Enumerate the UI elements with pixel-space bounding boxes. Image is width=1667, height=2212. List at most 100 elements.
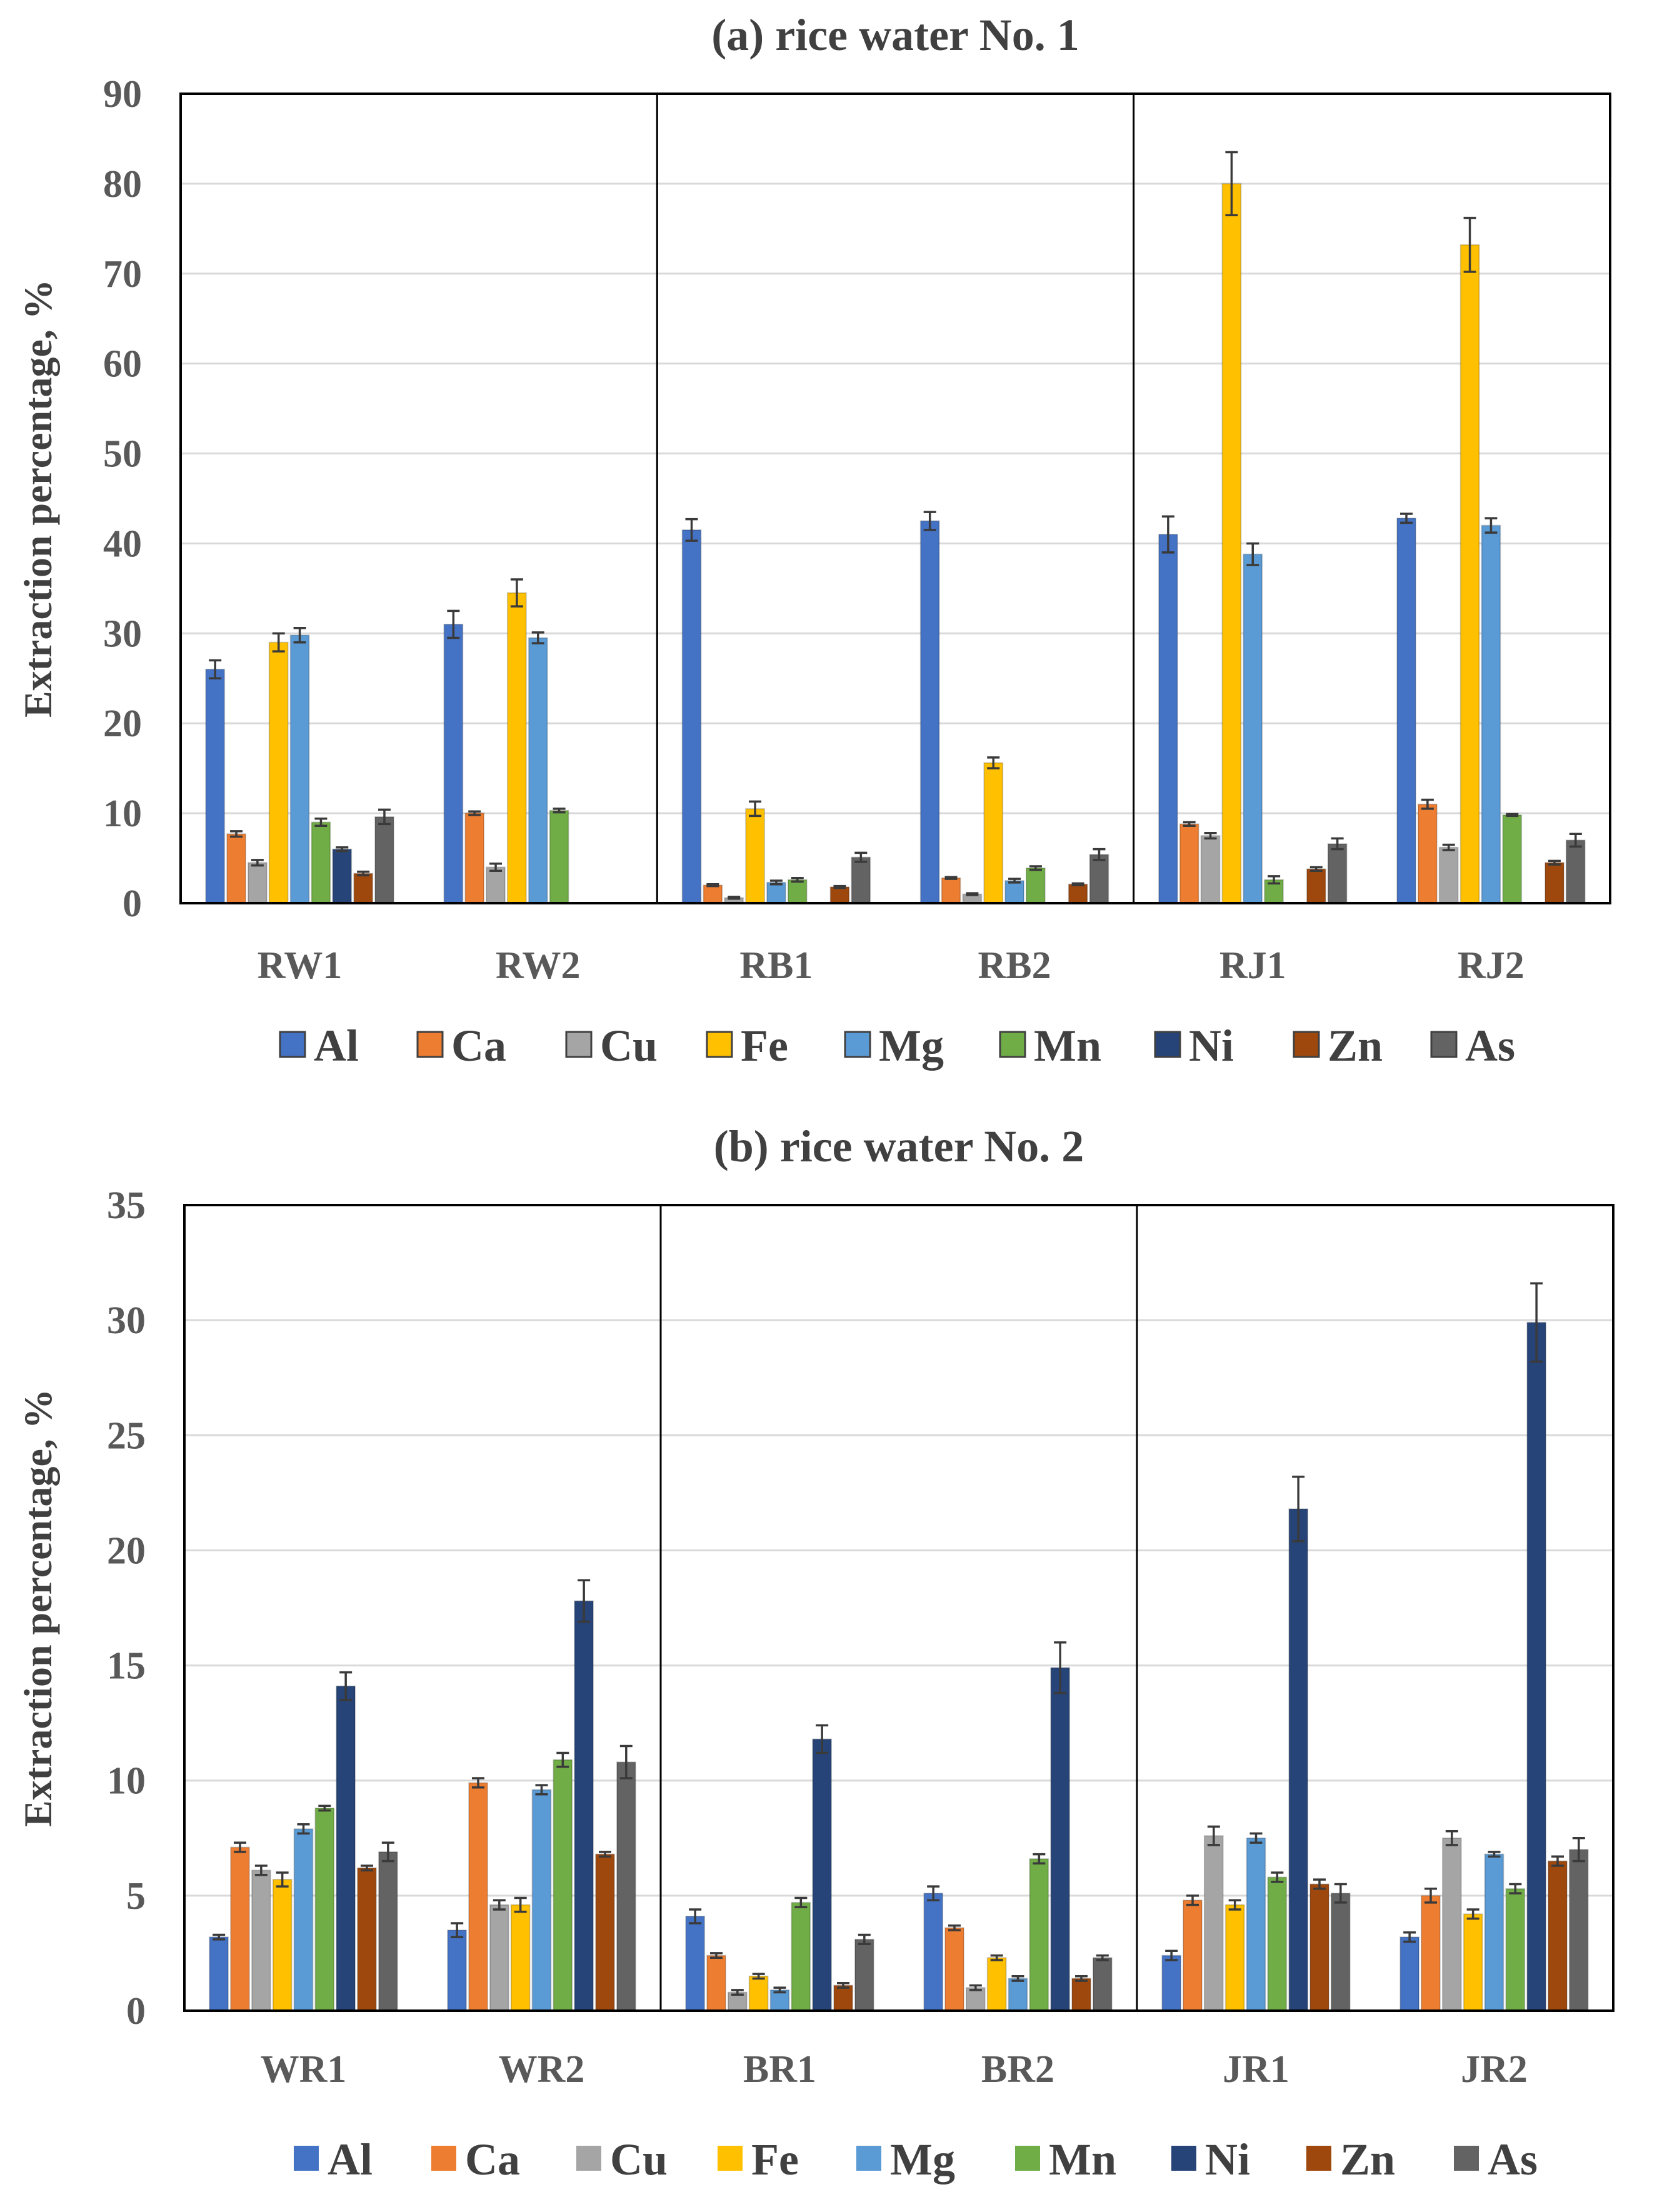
error-bar-ca-wr2	[472, 1777, 485, 1789]
y-axis-label: Extraction percentage, %	[16, 1389, 60, 1827]
legend-label: Mg	[879, 1021, 944, 1071]
error-bar-mg-br2	[1011, 1975, 1024, 1982]
bar-zn-wr1	[357, 1867, 377, 2011]
error-bar-as-rb1	[854, 851, 868, 863]
legend-label: As	[1465, 1021, 1515, 1071]
error-bar-al-br1	[689, 1908, 702, 1924]
error-bar-as-br2	[1096, 1954, 1109, 1961]
bar-as-wr2	[616, 1761, 636, 2012]
y-tick-label: 10	[103, 793, 142, 835]
bar-mg-jr1	[1246, 1837, 1266, 2011]
chart-title: (b) rice water No. 2	[714, 1121, 1084, 1171]
legend-item-cu: Cu	[576, 2134, 668, 2184]
x-tick-label: JR2	[1461, 2048, 1528, 2091]
legend-label: Cu	[600, 1021, 658, 1071]
legend-label: Ni	[1189, 1021, 1234, 1071]
error-bar-zn-rj2	[1548, 859, 1561, 866]
x-tick-label: RW2	[496, 944, 581, 987]
bar-cu-rw2	[486, 866, 506, 904]
bar-mg-rj1	[1243, 553, 1263, 904]
error-bar-mn-rj2	[1506, 813, 1519, 818]
legend-item-mg: Mg	[856, 2134, 955, 2184]
bar-al-rb2	[919, 520, 940, 904]
bar-ca-jr1	[1183, 1899, 1203, 2012]
legend-swatch	[1293, 1031, 1320, 1058]
y-tick-label: 50	[103, 433, 142, 476]
error-bar-as-rj1	[1331, 837, 1344, 851]
y-tick-label: 0	[123, 883, 142, 925]
error-bar-mn-rj1	[1268, 875, 1281, 885]
error-bar-mn-jr2	[1509, 1883, 1522, 1894]
legend-swatch	[999, 1031, 1026, 1058]
bar-as-br2	[1092, 1957, 1113, 2011]
legend-label: Mn	[1034, 1021, 1101, 1071]
bar-mg-br2	[1008, 1978, 1028, 2011]
error-bar-cu-br2	[969, 1984, 982, 1991]
error-bar-zn-rw1	[357, 870, 370, 877]
legend-item-mg: Mg	[844, 1021, 944, 1071]
legend-item-as: As	[1454, 2134, 1538, 2184]
error-bar-cu-rb1	[728, 896, 741, 900]
error-bar-zn-rj1	[1309, 866, 1323, 872]
y-tick-label: 35	[107, 1184, 146, 1227]
bar-as-wr1	[378, 1851, 398, 2011]
error-bar-mg-rw1	[293, 626, 306, 644]
y-axis-label: Extraction percentage, %	[16, 279, 60, 718]
y-tick-label: 90	[103, 73, 142, 116]
error-bar-mg-rb1	[769, 879, 783, 886]
bar-mn-jr1	[1267, 1876, 1288, 2011]
error-bar-cu-rj1	[1204, 832, 1217, 840]
bar-as-jr1	[1330, 1893, 1351, 2012]
x-tick-label: WR1	[261, 2048, 347, 2091]
legend-item-ca: Ca	[431, 2134, 520, 2184]
chart-b: (b) rice water No. 2 Extraction percentag…	[16, 1121, 1614, 2184]
legend-item-mn: Mn	[999, 1021, 1101, 1071]
error-bar-mg-wr2	[535, 1784, 548, 1796]
error-bar-mg-br1	[773, 1986, 786, 1994]
legend-swatch	[565, 1031, 593, 1058]
error-bar-as-jr1	[1334, 1883, 1347, 1904]
error-bar-ca-br1	[710, 1952, 723, 1959]
error-bar-cu-wr1	[254, 1864, 268, 1876]
legend-swatch	[844, 1031, 871, 1058]
bar-ni-wr2	[574, 1600, 594, 2011]
bar-ni-br2	[1050, 1667, 1071, 2012]
error-bar-fe-jr1	[1228, 1899, 1241, 1911]
error-bar-mg-rb2	[1008, 878, 1021, 884]
error-bar-as-br1	[858, 1933, 871, 1945]
error-bar-ca-rj2	[1421, 798, 1434, 810]
error-bar-fe-wr1	[276, 1871, 289, 1888]
error-bar-as-rj2	[1569, 833, 1582, 848]
bar-mg-rw2	[528, 637, 548, 904]
y-tick-label: 5	[126, 1875, 146, 1918]
legend-item-ni: Ni	[1154, 1021, 1234, 1071]
legend-label: Fe	[741, 1021, 788, 1071]
bar-cu-rj1	[1200, 835, 1221, 904]
bar-mg-rb2	[1004, 880, 1025, 904]
legend-swatch	[1430, 1031, 1458, 1058]
bar-as-rj2	[1565, 839, 1586, 904]
bar-zn-rw1	[353, 873, 374, 904]
bar-ca-rw1	[226, 833, 246, 904]
bar-ca-rj1	[1179, 823, 1199, 904]
legend-item-zn: Zn	[1306, 2134, 1395, 2184]
y-tick-label: 25	[107, 1414, 146, 1457]
error-bar-mg-jr2	[1488, 1851, 1501, 1858]
error-bar-as-jr2	[1572, 1837, 1585, 1863]
bar-ni-jr1	[1288, 1508, 1309, 2012]
legend-swatch	[1015, 2146, 1040, 2171]
bar-al-jr2	[1399, 1936, 1420, 2012]
error-bar-mn-rw2	[553, 808, 566, 814]
bar-fe-wr1	[272, 1879, 293, 2011]
bar-as-jr2	[1568, 1849, 1589, 2011]
error-bar-fe-jr2	[1466, 1908, 1479, 1920]
bar-ca-wr1	[230, 1846, 250, 2011]
error-bar-as-rw1	[378, 808, 391, 826]
error-bar-as-rb2	[1093, 848, 1106, 861]
error-bar-mn-rb1	[791, 876, 804, 883]
bar-ca-rb2	[941, 877, 961, 904]
legend-swatch	[1454, 2146, 1479, 2171]
chart-a: (a) rice water No. 1 Extraction percentag…	[16, 10, 1611, 1071]
bar-fe-jr2	[1463, 1913, 1483, 2012]
error-bar-cu-rj2	[1442, 843, 1455, 851]
